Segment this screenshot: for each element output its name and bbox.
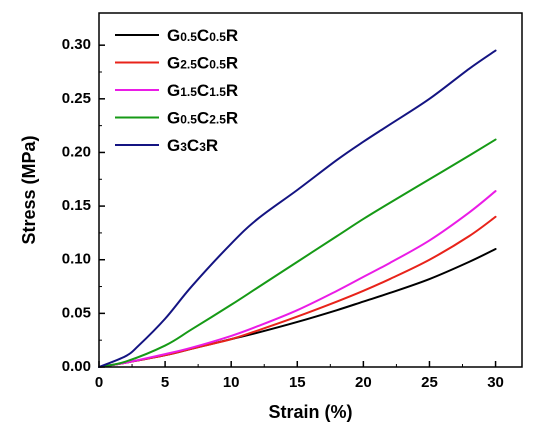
- y-tick-label: 0.15: [62, 197, 91, 214]
- series-line-3: [98, 138, 497, 368]
- y-tick-label: 0.05: [62, 304, 91, 321]
- y-tick-label: 0.10: [62, 251, 91, 268]
- x-tick-label: 0: [95, 374, 103, 391]
- y-tick-label: 0.00: [62, 358, 91, 375]
- legend-label-1: G2.5C0.5R: [167, 54, 238, 73]
- x-tick-label: 5: [161, 374, 169, 391]
- legend-label-4: G3C3R: [167, 136, 218, 155]
- series-line-1: [98, 215, 497, 368]
- plot-frame: [98, 12, 523, 368]
- x-axis-title: Strain (%): [268, 402, 352, 422]
- series-line-2: [98, 190, 497, 368]
- legend-label-2: G1.5C1.5R: [167, 81, 238, 100]
- legend-label-0: G0.5C0.5R: [167, 26, 238, 45]
- x-tick-label: 15: [289, 374, 306, 391]
- y-tick-label: 0.25: [62, 90, 91, 107]
- legend: G0.5C0.5R G2.5C0.5R G1.5C1.5R G0.5C2.5R G3C3…: [115, 26, 238, 155]
- legend-label-3: G0.5C2.5R: [167, 109, 238, 128]
- x-tick-label: 20: [355, 374, 372, 391]
- x-tick-label: 10: [223, 374, 240, 391]
- y-tick-label: 0.20: [62, 143, 91, 160]
- x-tick-label: 25: [421, 374, 438, 391]
- y-axis-title: Stress (MPa): [19, 135, 39, 244]
- series-layer: [98, 49, 497, 368]
- series-line-4: [98, 49, 497, 368]
- x-tick-label: 30: [487, 374, 504, 391]
- y-tick-label: 0.30: [62, 36, 91, 53]
